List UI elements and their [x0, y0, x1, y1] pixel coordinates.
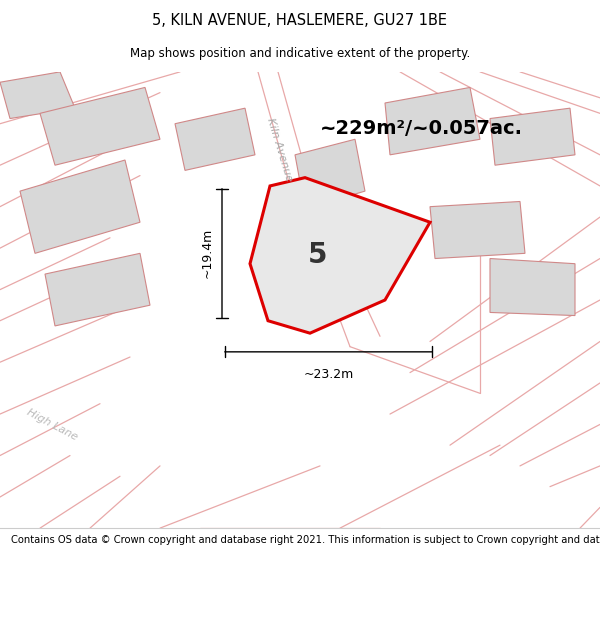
Polygon shape	[175, 108, 255, 171]
Polygon shape	[430, 201, 525, 259]
Polygon shape	[490, 259, 575, 316]
Polygon shape	[0, 72, 75, 119]
Polygon shape	[385, 88, 480, 155]
Text: High Lane: High Lane	[25, 407, 79, 442]
Text: 5, KILN AVENUE, HASLEMERE, GU27 1BE: 5, KILN AVENUE, HASLEMERE, GU27 1BE	[152, 12, 448, 28]
Polygon shape	[250, 177, 430, 333]
Polygon shape	[295, 139, 365, 209]
Text: ~23.2m: ~23.2m	[304, 368, 353, 381]
Polygon shape	[45, 253, 150, 326]
Text: ~19.4m: ~19.4m	[201, 228, 214, 279]
Polygon shape	[40, 88, 160, 165]
Text: Contains OS data © Crown copyright and database right 2021. This information is : Contains OS data © Crown copyright and d…	[11, 535, 600, 545]
Text: Kiln Avenue: Kiln Avenue	[266, 117, 295, 182]
Text: 5: 5	[308, 241, 328, 269]
Text: Map shows position and indicative extent of the property.: Map shows position and indicative extent…	[130, 48, 470, 61]
Polygon shape	[490, 108, 575, 165]
Text: ~229m²/~0.057ac.: ~229m²/~0.057ac.	[320, 119, 523, 138]
Polygon shape	[20, 160, 140, 253]
